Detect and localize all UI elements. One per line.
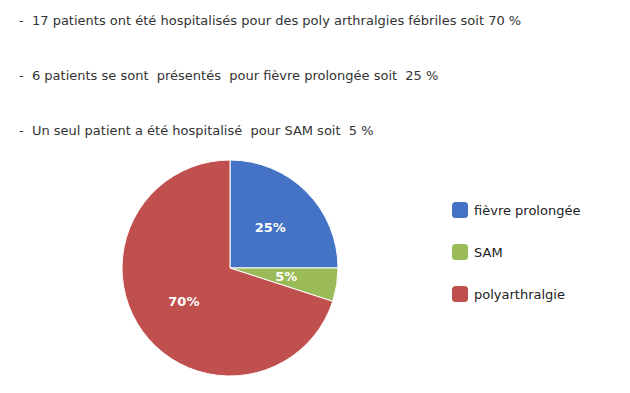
svg-text:SAM: SAM: [474, 245, 503, 260]
svg-text:70%: 70%: [168, 294, 199, 309]
svg-text:fièvre prolongée: fièvre prolongée: [474, 203, 580, 218]
svg-text:- 17 patients ont été hospita: - 17 patients ont été hospitalisés pour …: [19, 13, 521, 28]
svg-text:5%: 5%: [275, 269, 297, 284]
svg-text:polyarthralgie: polyarthralgie: [474, 287, 565, 302]
svg-text:- Un seul patient a été hospi: - Un seul patient a été hospitalisé pour…: [19, 123, 374, 138]
svg-text:- 6 patients se sont présent: - 6 patients se sont présentés pour fièv…: [19, 68, 438, 83]
svg-text:25%: 25%: [255, 220, 286, 235]
